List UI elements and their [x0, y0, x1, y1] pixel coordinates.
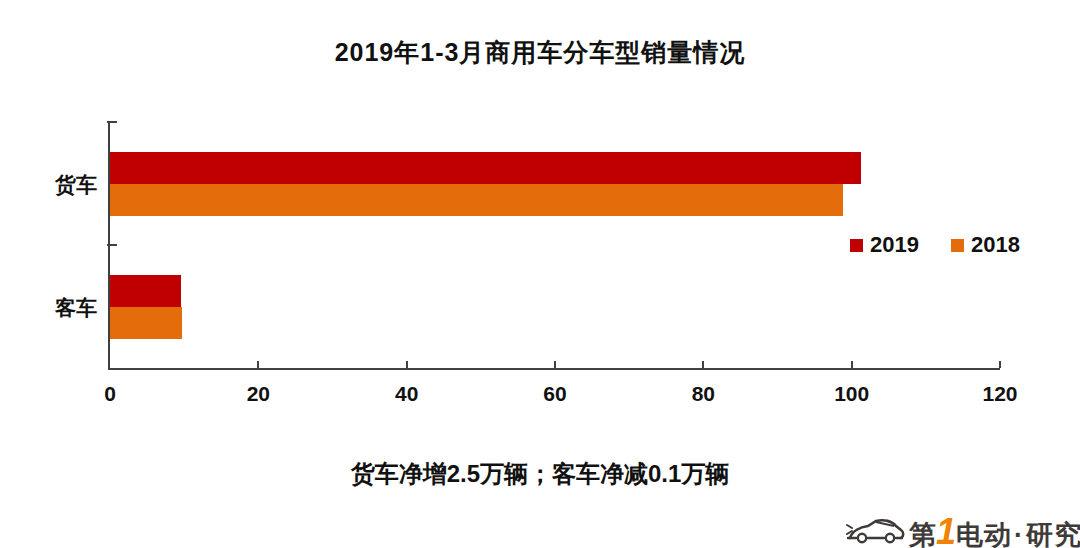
brand-logo: 第 1 电动 · 研究院 — [846, 517, 1080, 548]
chart-caption: 货车净增2.5万辆；客车净减0.1万辆 — [0, 458, 1080, 490]
y-axis-tick — [107, 244, 117, 246]
legend-swatch-2018 — [951, 239, 964, 252]
electric-car-icon — [846, 518, 906, 548]
chart-title: 2019年1-3月商用车分车型销量情况 — [0, 36, 1080, 69]
x-tick-label-80: 80 — [692, 382, 715, 406]
x-axis-tick — [554, 361, 556, 368]
bar-2019-货车 — [110, 152, 861, 184]
x-tick-label-100: 100 — [834, 382, 869, 406]
bar-2018-客车 — [110, 307, 182, 339]
logo-text: 研究院 — [1026, 517, 1080, 548]
logo-text: 电动 — [956, 517, 1012, 548]
x-tick-label-120: 120 — [982, 382, 1017, 406]
category-label-货车: 货车 — [0, 171, 97, 199]
x-tick-label-20: 20 — [247, 382, 270, 406]
legend-swatch-2019 — [850, 239, 863, 252]
x-axis-tick — [406, 361, 408, 368]
x-tick-label-40: 40 — [395, 382, 418, 406]
x-axis-line — [108, 368, 1000, 370]
logo-text: 第 — [909, 517, 937, 548]
x-tick-label-60: 60 — [543, 382, 566, 406]
x-axis-tick — [999, 361, 1001, 368]
logo-accent-one: 1 — [936, 519, 957, 545]
x-axis-tick — [257, 361, 259, 368]
legend-label: 2018 — [971, 232, 1020, 258]
y-axis-tick — [107, 121, 117, 123]
x-tick-label-0: 0 — [104, 382, 116, 406]
logo-separator-dot: · — [1014, 520, 1024, 548]
bar-2019-客车 — [110, 275, 181, 307]
x-axis-tick — [702, 361, 704, 368]
category-label-客车: 客车 — [0, 294, 97, 322]
legend-item-2018: 2018 — [951, 232, 1020, 258]
legend-item-2019: 2019 — [850, 232, 919, 258]
legend-label: 2019 — [870, 232, 919, 258]
legend: 2019 2018 — [850, 232, 1020, 258]
x-axis-tick — [851, 361, 853, 368]
bar-2018-货车 — [110, 184, 843, 216]
chart-canvas: 2019年1-3月商用车分车型销量情况 0 20 40 60 80 100 120 2019… — [0, 0, 1080, 548]
